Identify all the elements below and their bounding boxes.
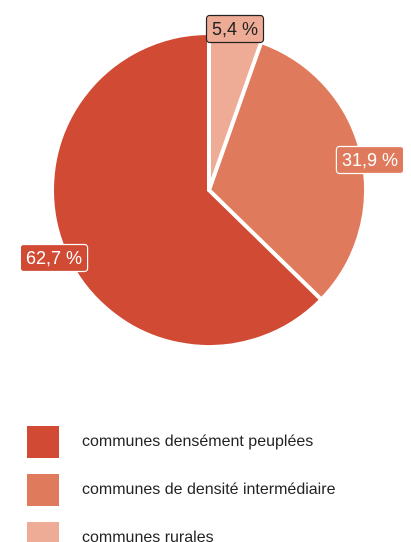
legend-label-3: communes rurales xyxy=(82,529,214,542)
data-label-box-2 xyxy=(335,145,405,175)
legend-item-1: communes densément peuplées xyxy=(27,426,313,458)
legend-swatch-3 xyxy=(27,522,59,542)
legend: communes densément peuplées communes de d… xyxy=(27,426,336,542)
legend-label-1: communes densément peuplées xyxy=(82,433,313,450)
data-label-1: 62,7 % xyxy=(19,243,89,273)
pie-data-labels: 62,7 % 31,9 % 5,4 % xyxy=(19,14,405,273)
legend-label-2: communes de densité intermédiaire xyxy=(82,481,336,498)
data-label-box-3 xyxy=(205,14,265,44)
data-label-text-2: 31,9 % xyxy=(342,150,398,170)
legend-item-3: communes rurales xyxy=(27,522,214,542)
data-label-text-3: 5,4 % xyxy=(212,19,258,39)
legend-swatch-1 xyxy=(27,426,59,458)
legend-swatch-2 xyxy=(27,474,59,506)
data-label-3: 5,4 % xyxy=(205,14,265,44)
data-label-text-1: 62,7 % xyxy=(26,248,82,268)
pie-slices xyxy=(50,31,368,349)
data-label-2: 31,9 % xyxy=(335,145,405,175)
data-label-box-1 xyxy=(19,243,89,273)
legend-item-2: communes de densité intermédiaire xyxy=(27,474,336,506)
